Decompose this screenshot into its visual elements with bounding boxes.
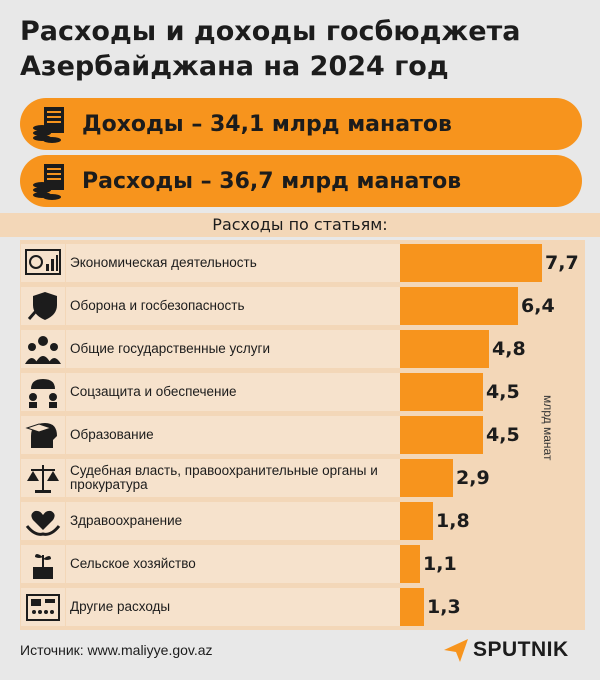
unit-label: млрд манат xyxy=(541,395,555,461)
bar-value-label: 7,7 xyxy=(545,252,579,274)
category-label: Здравоохранение xyxy=(66,502,400,540)
chart-row: Экономическая деятельность 7,7 xyxy=(20,243,585,283)
income-label: Доходы – 34,1 млрд манатов xyxy=(82,111,452,137)
category-label-text: Образование xyxy=(70,427,154,442)
agriculture-icon-svg xyxy=(33,554,53,579)
bar xyxy=(400,373,483,411)
other-expenses-icon-svg xyxy=(26,594,60,621)
bar-value-label: 6,4 xyxy=(521,295,555,317)
bar xyxy=(400,502,433,540)
sputnik-logo-icon xyxy=(444,639,468,662)
category-label-text: Другие расходы xyxy=(70,599,171,614)
category-label: Судебная власть, правоохранительные орга… xyxy=(66,459,400,497)
justice-icon-svg xyxy=(27,465,59,493)
category-label-text: Судебная власть, правоохранительные орга… xyxy=(70,463,378,492)
chart-row: Образование 4,5 xyxy=(20,415,585,455)
bar-value-label: 1,3 xyxy=(427,596,461,618)
category-label: Другие расходы xyxy=(66,588,400,626)
other-expenses-icon xyxy=(21,588,65,626)
social-protection-icon-svg xyxy=(29,379,57,408)
category-label-text: Общие государственные услуги xyxy=(70,341,270,356)
social-protection-icon xyxy=(21,373,65,411)
expense-label: Расходы – 36,7 млрд манатов xyxy=(82,168,462,194)
category-label-text: Сельское хозяйство xyxy=(70,556,196,571)
chart-row: Соцзащита и обеспечение 4,5 xyxy=(20,372,585,412)
bar xyxy=(400,545,420,583)
page-title: Расходы и доходы госбюджета Азербайджана… xyxy=(20,14,580,84)
economy-icon-svg xyxy=(25,249,61,275)
bar-value-label: 4,8 xyxy=(492,338,526,360)
bar xyxy=(400,330,489,368)
chart-row: Общие государственные услуги 4,8 xyxy=(20,329,585,369)
category-label: Экономическая деятельность xyxy=(66,244,400,282)
defense-icon xyxy=(21,287,65,325)
chart-row: Здравоохранение 1,8 xyxy=(20,501,585,541)
education-icon-svg xyxy=(25,423,57,448)
chart-row: Оборона и госбезопасность 6,4 xyxy=(20,286,585,326)
bar-value-label: 1,1 xyxy=(423,553,457,575)
healthcare-icon-svg xyxy=(25,510,61,536)
category-label-text: Здравоохранение xyxy=(70,513,183,528)
economy-icon xyxy=(21,244,65,282)
category-label-text: Экономическая деятельность xyxy=(70,255,257,270)
justice-icon xyxy=(21,459,65,497)
income-pill: Доходы – 34,1 млрд манатов xyxy=(20,98,582,150)
expense-pill: Расходы – 36,7 млрд манатов xyxy=(20,155,582,207)
sputnik-logo: SPUTNIK xyxy=(442,636,569,664)
healthcare-icon xyxy=(21,502,65,540)
bar xyxy=(400,588,424,626)
section-title: Расходы по статьям: xyxy=(0,213,600,237)
category-label: Общие государственные услуги xyxy=(66,330,400,368)
education-icon xyxy=(21,416,65,454)
chart-row: Другие расходы 1,3 xyxy=(20,587,585,627)
bar xyxy=(400,459,453,497)
chart-row: Судебная власть, правоохранительные орга… xyxy=(20,458,585,498)
logo-text: SPUTNIK xyxy=(473,638,569,661)
bar-value-label: 1,8 xyxy=(436,510,470,532)
category-label: Соцзащита и обеспечение xyxy=(66,373,400,411)
category-label: Сельское хозяйство xyxy=(66,545,400,583)
money-stack-icon xyxy=(33,164,64,200)
bar-value-label: 4,5 xyxy=(486,424,520,446)
category-label-text: Соцзащита и обеспечение xyxy=(70,384,237,399)
bar-value-label: 2,9 xyxy=(456,467,490,489)
category-label: Оборона и госбезопасность xyxy=(66,287,400,325)
public-services-icon xyxy=(21,330,65,368)
defense-icon-svg xyxy=(27,292,57,320)
public-services-icon-svg xyxy=(25,336,61,364)
agriculture-icon xyxy=(21,545,65,583)
money-stack-icon xyxy=(33,107,64,143)
title-line-2: Азербайджана на 2024 год xyxy=(20,51,449,82)
bar-value-label: 4,5 xyxy=(486,381,520,403)
source-text: Источник: www.maliyye.gov.az xyxy=(20,642,213,658)
category-label-text: Оборона и госбезопасность xyxy=(70,298,245,313)
category-label: Образование xyxy=(66,416,400,454)
chart-row: Сельское хозяйство 1,1 xyxy=(20,544,585,584)
title-line-1: Расходы и доходы госбюджета xyxy=(20,16,521,47)
bar xyxy=(400,244,542,282)
bar xyxy=(400,416,483,454)
bar xyxy=(400,287,518,325)
